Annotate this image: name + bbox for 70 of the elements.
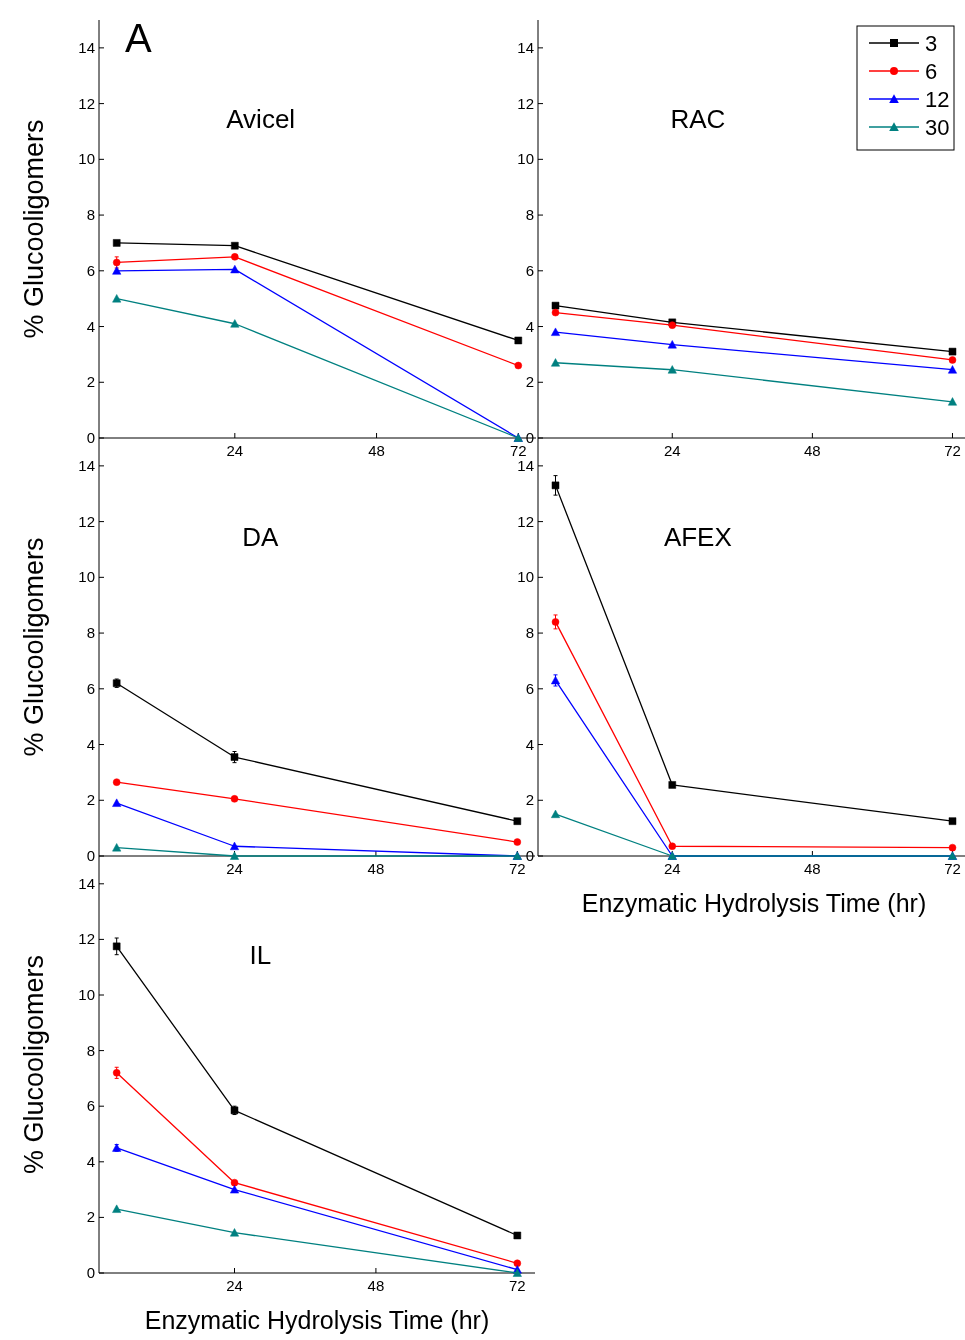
y-tick-label: 12 — [78, 512, 95, 530]
y-tick-label: 8 — [86, 1041, 95, 1059]
x-axis-title: Enzymatic Hydrolysis Time (hr) — [144, 1306, 490, 1334]
x-tick-label: 48 — [367, 1277, 385, 1294]
y-tick-label: 10 — [78, 986, 95, 1003]
y-tick-label: 6 — [525, 679, 534, 697]
y-tick-label: 8 — [525, 624, 534, 642]
y-axis-title: % Glucooligomers — [19, 537, 49, 757]
x-tick-label: 72 — [944, 860, 961, 877]
y-tick-label: 10 — [78, 150, 95, 168]
y-tick-label: 6 — [86, 261, 95, 279]
y-tick-label: 6 — [86, 1097, 95, 1115]
y-tick-label: 10 — [78, 568, 95, 586]
y-tick-label: 0 — [86, 429, 95, 446]
y-tick-label: 0 — [86, 847, 95, 864]
x-tick-label: 72 — [509, 442, 527, 459]
y-tick-label: 2 — [525, 791, 534, 809]
y-tick-label: 8 — [86, 206, 95, 224]
y-tick-label: 2 — [86, 373, 95, 391]
y-tick-label: 2 — [86, 791, 95, 809]
y-tick-label: 12 — [517, 512, 534, 530]
legend-label: 6 — [925, 59, 938, 84]
y-tick-label: 4 — [525, 735, 534, 753]
y-tick-label: 4 — [525, 317, 534, 335]
y-tick-label: 14 — [517, 38, 534, 56]
y-tick-label: 0 — [86, 1264, 95, 1281]
x-tick-label: 24 — [663, 442, 681, 459]
x-tick-label: 48 — [804, 442, 821, 459]
text: RAC — [670, 104, 726, 134]
y-tick-label: 0 — [525, 429, 534, 446]
y-axis-title: % Glucooligomers — [19, 119, 49, 339]
legend-label: 12 — [925, 87, 950, 112]
y-tick-label: 12 — [78, 930, 95, 948]
legend-label: 3 — [925, 31, 938, 56]
x-tick-label: 24 — [663, 860, 681, 877]
annotation: A — [125, 16, 152, 60]
y-tick-label: 14 — [517, 456, 534, 474]
x-tick-label: 48 — [368, 442, 385, 459]
y-tick-label: 2 — [525, 373, 534, 391]
text: DA — [242, 522, 280, 552]
x-tick-label: 72 — [508, 1277, 526, 1294]
x-tick-label: 48 — [804, 860, 821, 877]
y-tick-label: 8 — [86, 624, 95, 642]
y-axis-title: % Glucooligomers — [19, 954, 49, 1175]
text: AFEX — [663, 522, 732, 552]
y-tick-label: 12 — [517, 94, 534, 112]
legend-label: 30 — [925, 115, 950, 140]
y-tick-label: 8 — [525, 206, 534, 224]
y-tick-label: 6 — [86, 679, 95, 697]
y-tick-label: 6 — [525, 261, 534, 279]
y-tick-label: 14 — [78, 38, 95, 56]
x-tick-label: 72 — [944, 442, 961, 459]
y-tick-label: 14 — [78, 874, 95, 892]
x-tick-label: 24 — [226, 442, 244, 459]
y-tick-label: 2 — [86, 1208, 95, 1226]
x-tick-label: 24 — [226, 1277, 243, 1294]
y-tick-label: 12 — [78, 94, 95, 112]
y-tick-label: 4 — [86, 1152, 95, 1170]
text: Avicel — [226, 104, 296, 134]
x-tick-label: 48 — [367, 860, 385, 877]
y-tick-label: 4 — [86, 735, 95, 753]
y-tick-label: 14 — [78, 456, 95, 474]
x-tick-label: 72 — [508, 860, 526, 877]
y-tick-label: 10 — [517, 568, 534, 586]
x-tick-label: 24 — [226, 860, 243, 877]
y-tick-label: 0 — [525, 847, 534, 864]
text: IL — [249, 940, 272, 970]
y-tick-label: 4 — [86, 317, 95, 335]
x-axis-title: Enzymatic Hydrolysis Time (hr) — [581, 889, 927, 917]
y-tick-label: 10 — [517, 150, 534, 168]
